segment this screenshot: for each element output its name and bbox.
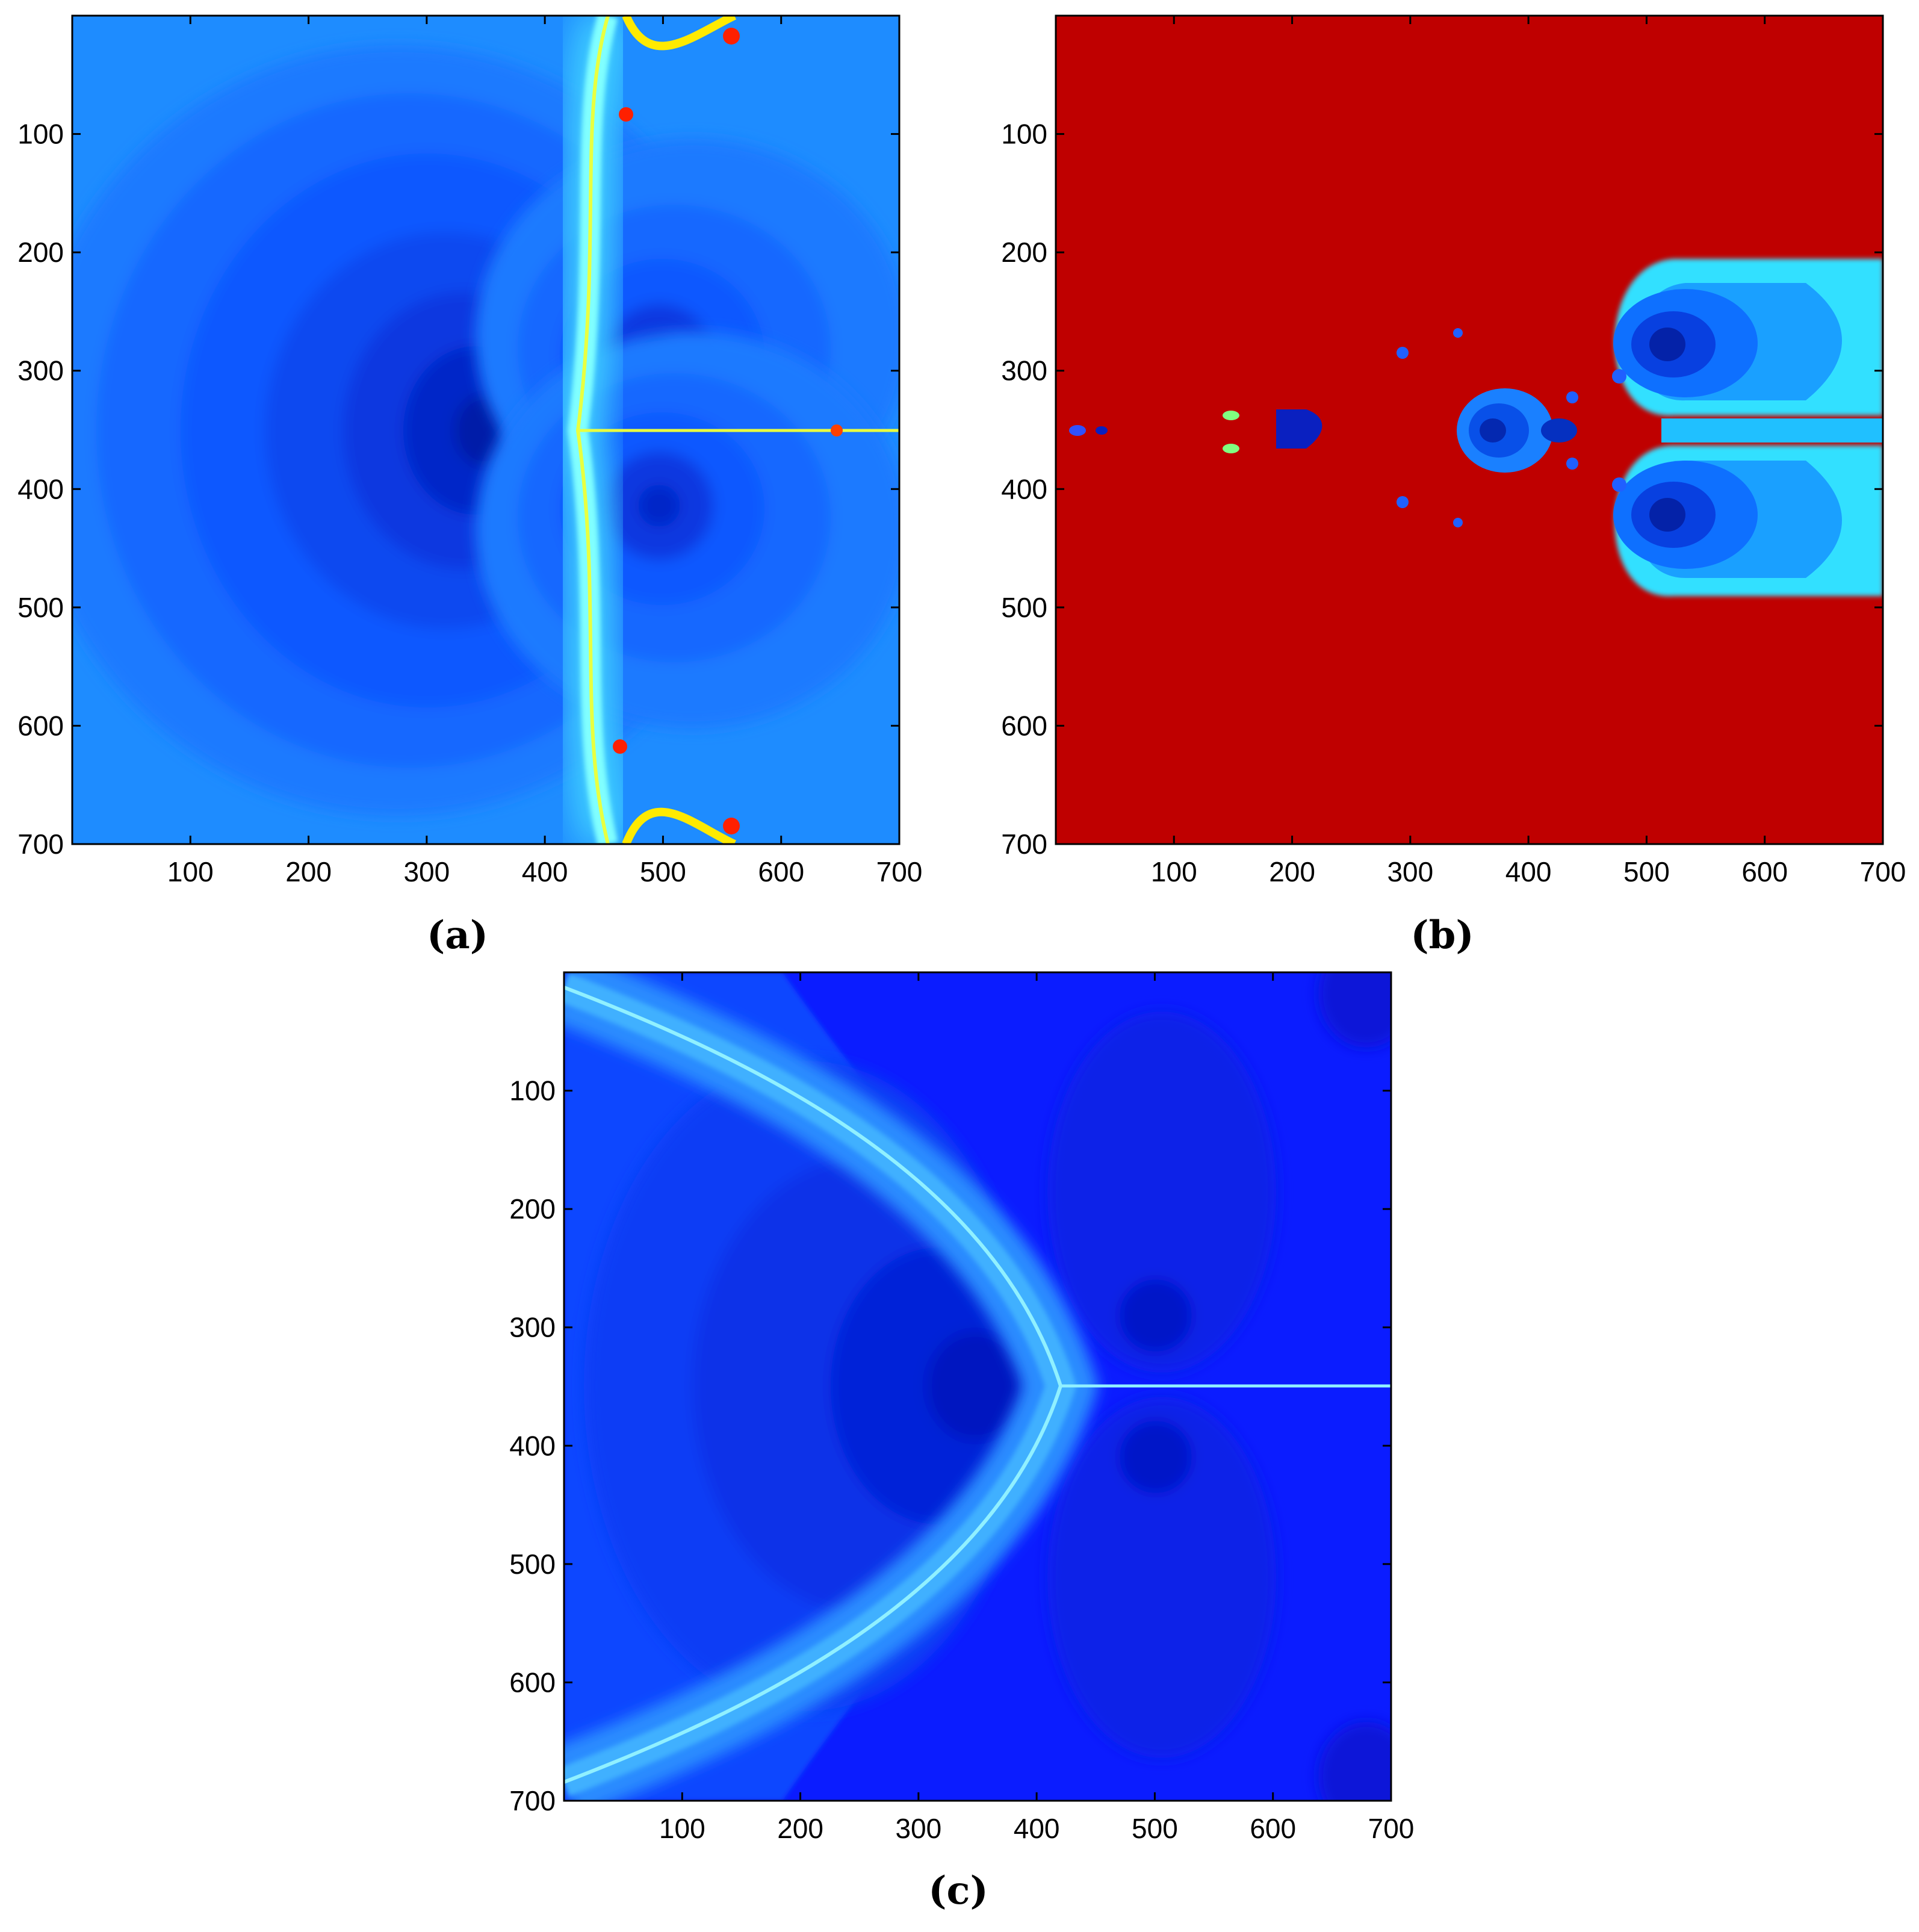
panel-b-x-tick-label: 700 bbox=[1860, 856, 1906, 887]
panel-c-x-tick-label: 500 bbox=[1132, 1813, 1178, 1844]
panel-b-label: (b) bbox=[1410, 913, 1474, 958]
panel-b-x-tick-label: 100 bbox=[1151, 856, 1197, 887]
panel-b-left-basin bbox=[1069, 409, 1322, 453]
panel-c-frame bbox=[563, 971, 1392, 1802]
panel-c-y-tick-label: 600 bbox=[509, 1666, 556, 1698]
panel-b-y-tick-label: 600 bbox=[1001, 710, 1047, 741]
panel-c: 100 200 300 400 500 600 700 100 200 300 400 500 600 7… bbox=[509, 971, 1414, 1913]
panel-b-y-tick-label: 700 bbox=[1001, 828, 1047, 860]
panel-b-x-tick-label: 500 bbox=[1623, 856, 1670, 887]
panel-a-y-tick-label: 100 bbox=[17, 119, 64, 150]
panel-c-x-tick-label: 600 bbox=[1250, 1813, 1296, 1844]
panel-b-x-tick-label: 200 bbox=[1269, 856, 1315, 887]
panel-c-y-tick-label: 500 bbox=[509, 1548, 556, 1580]
panel-c-y-tick-label: 300 bbox=[509, 1312, 556, 1343]
panel-b-right-upper-lobe bbox=[1613, 259, 1883, 416]
panel-a-image bbox=[72, 16, 899, 844]
panel-c-x-tick-label: 100 bbox=[659, 1813, 705, 1844]
panel-b-y-tick-label: 500 bbox=[1001, 592, 1047, 623]
panel-a-y-tick-label: 600 bbox=[17, 710, 64, 741]
panel-c-x-tick-label: 300 bbox=[895, 1813, 941, 1844]
panel-c-x-tick-label: 700 bbox=[1368, 1813, 1415, 1844]
panel-b-central-basin bbox=[1457, 388, 1577, 473]
panel-b-y-tick-label: 200 bbox=[1001, 237, 1047, 268]
panel-c-fractal-boundary bbox=[564, 972, 1391, 1801]
panel-a-right-lower-basin bbox=[476, 331, 899, 728]
panel-c-axes: 100 200 300 400 500 600 700 100 200 300 400 500 600 7… bbox=[509, 972, 1414, 1844]
panel-b-frame bbox=[1055, 14, 1884, 845]
panel-c-y-tick-label: 400 bbox=[509, 1430, 556, 1461]
panel-b-x-tick-label: 400 bbox=[1505, 856, 1552, 887]
panel-a-x-tick-label: 300 bbox=[403, 856, 450, 887]
panel-a: 100 200 300 400 500 600 700 100 200 300 400 500 600 7… bbox=[17, 14, 922, 958]
panel-b-image bbox=[1056, 16, 1883, 844]
panel-a-y-tick-label: 300 bbox=[17, 355, 64, 387]
panel-a-y-tick-label: 200 bbox=[17, 237, 64, 268]
panel-b-small-basins bbox=[1397, 328, 1626, 527]
panel-a-x-tick-label: 500 bbox=[640, 856, 686, 887]
panel-a-x-tick-label: 400 bbox=[522, 856, 568, 887]
panel-c-image bbox=[564, 972, 1391, 1801]
panel-b-right-lower-lobe bbox=[1613, 446, 1883, 597]
panel-c-label: (c) bbox=[928, 1868, 988, 1913]
panel-c-y-tick-label: 100 bbox=[509, 1075, 556, 1107]
panel-b-x-tick-label: 600 bbox=[1741, 856, 1788, 887]
panel-a-y-tick-label: 700 bbox=[17, 828, 64, 860]
panel-b-x-tick-label: 300 bbox=[1387, 856, 1433, 887]
panel-a-axes: 100 200 300 400 500 600 700 100 200 300 400 500 600 7… bbox=[17, 16, 922, 887]
panel-a-x-tick-label: 200 bbox=[285, 856, 332, 887]
panel-a-x-tick-label: 700 bbox=[876, 856, 923, 887]
panel-a-frame bbox=[71, 14, 901, 845]
panel-a-fractal-boundary bbox=[550, 16, 899, 844]
panel-c-y-tick-label: 200 bbox=[509, 1193, 556, 1225]
panel-b: 100 200 300 400 500 600 700 100 200 300 400 500 600 7… bbox=[1001, 14, 1906, 958]
panel-c-x-tick-label: 400 bbox=[1014, 1813, 1060, 1844]
panel-c-y-tick-label: 700 bbox=[509, 1785, 556, 1816]
panel-b-y-tick-label: 300 bbox=[1001, 355, 1047, 387]
panel-b-axes: 100 200 300 400 500 600 700 100 200 300 400 500 600 7… bbox=[1001, 16, 1906, 887]
panel-c-x-tick-label: 200 bbox=[777, 1813, 823, 1844]
panel-a-x-tick-label: 600 bbox=[758, 856, 804, 887]
panel-a-label: (a) bbox=[427, 913, 488, 958]
panel-b-y-tick-label: 400 bbox=[1001, 473, 1047, 505]
panel-a-x-tick-label: 100 bbox=[167, 856, 214, 887]
panel-a-y-tick-label: 400 bbox=[17, 473, 64, 505]
panel-b-y-tick-label: 100 bbox=[1001, 119, 1047, 150]
panel-b-central-strip bbox=[1661, 418, 1883, 443]
panel-a-y-tick-label: 500 bbox=[17, 592, 64, 623]
panel-c-right-basins bbox=[1047, 972, 1391, 1801]
